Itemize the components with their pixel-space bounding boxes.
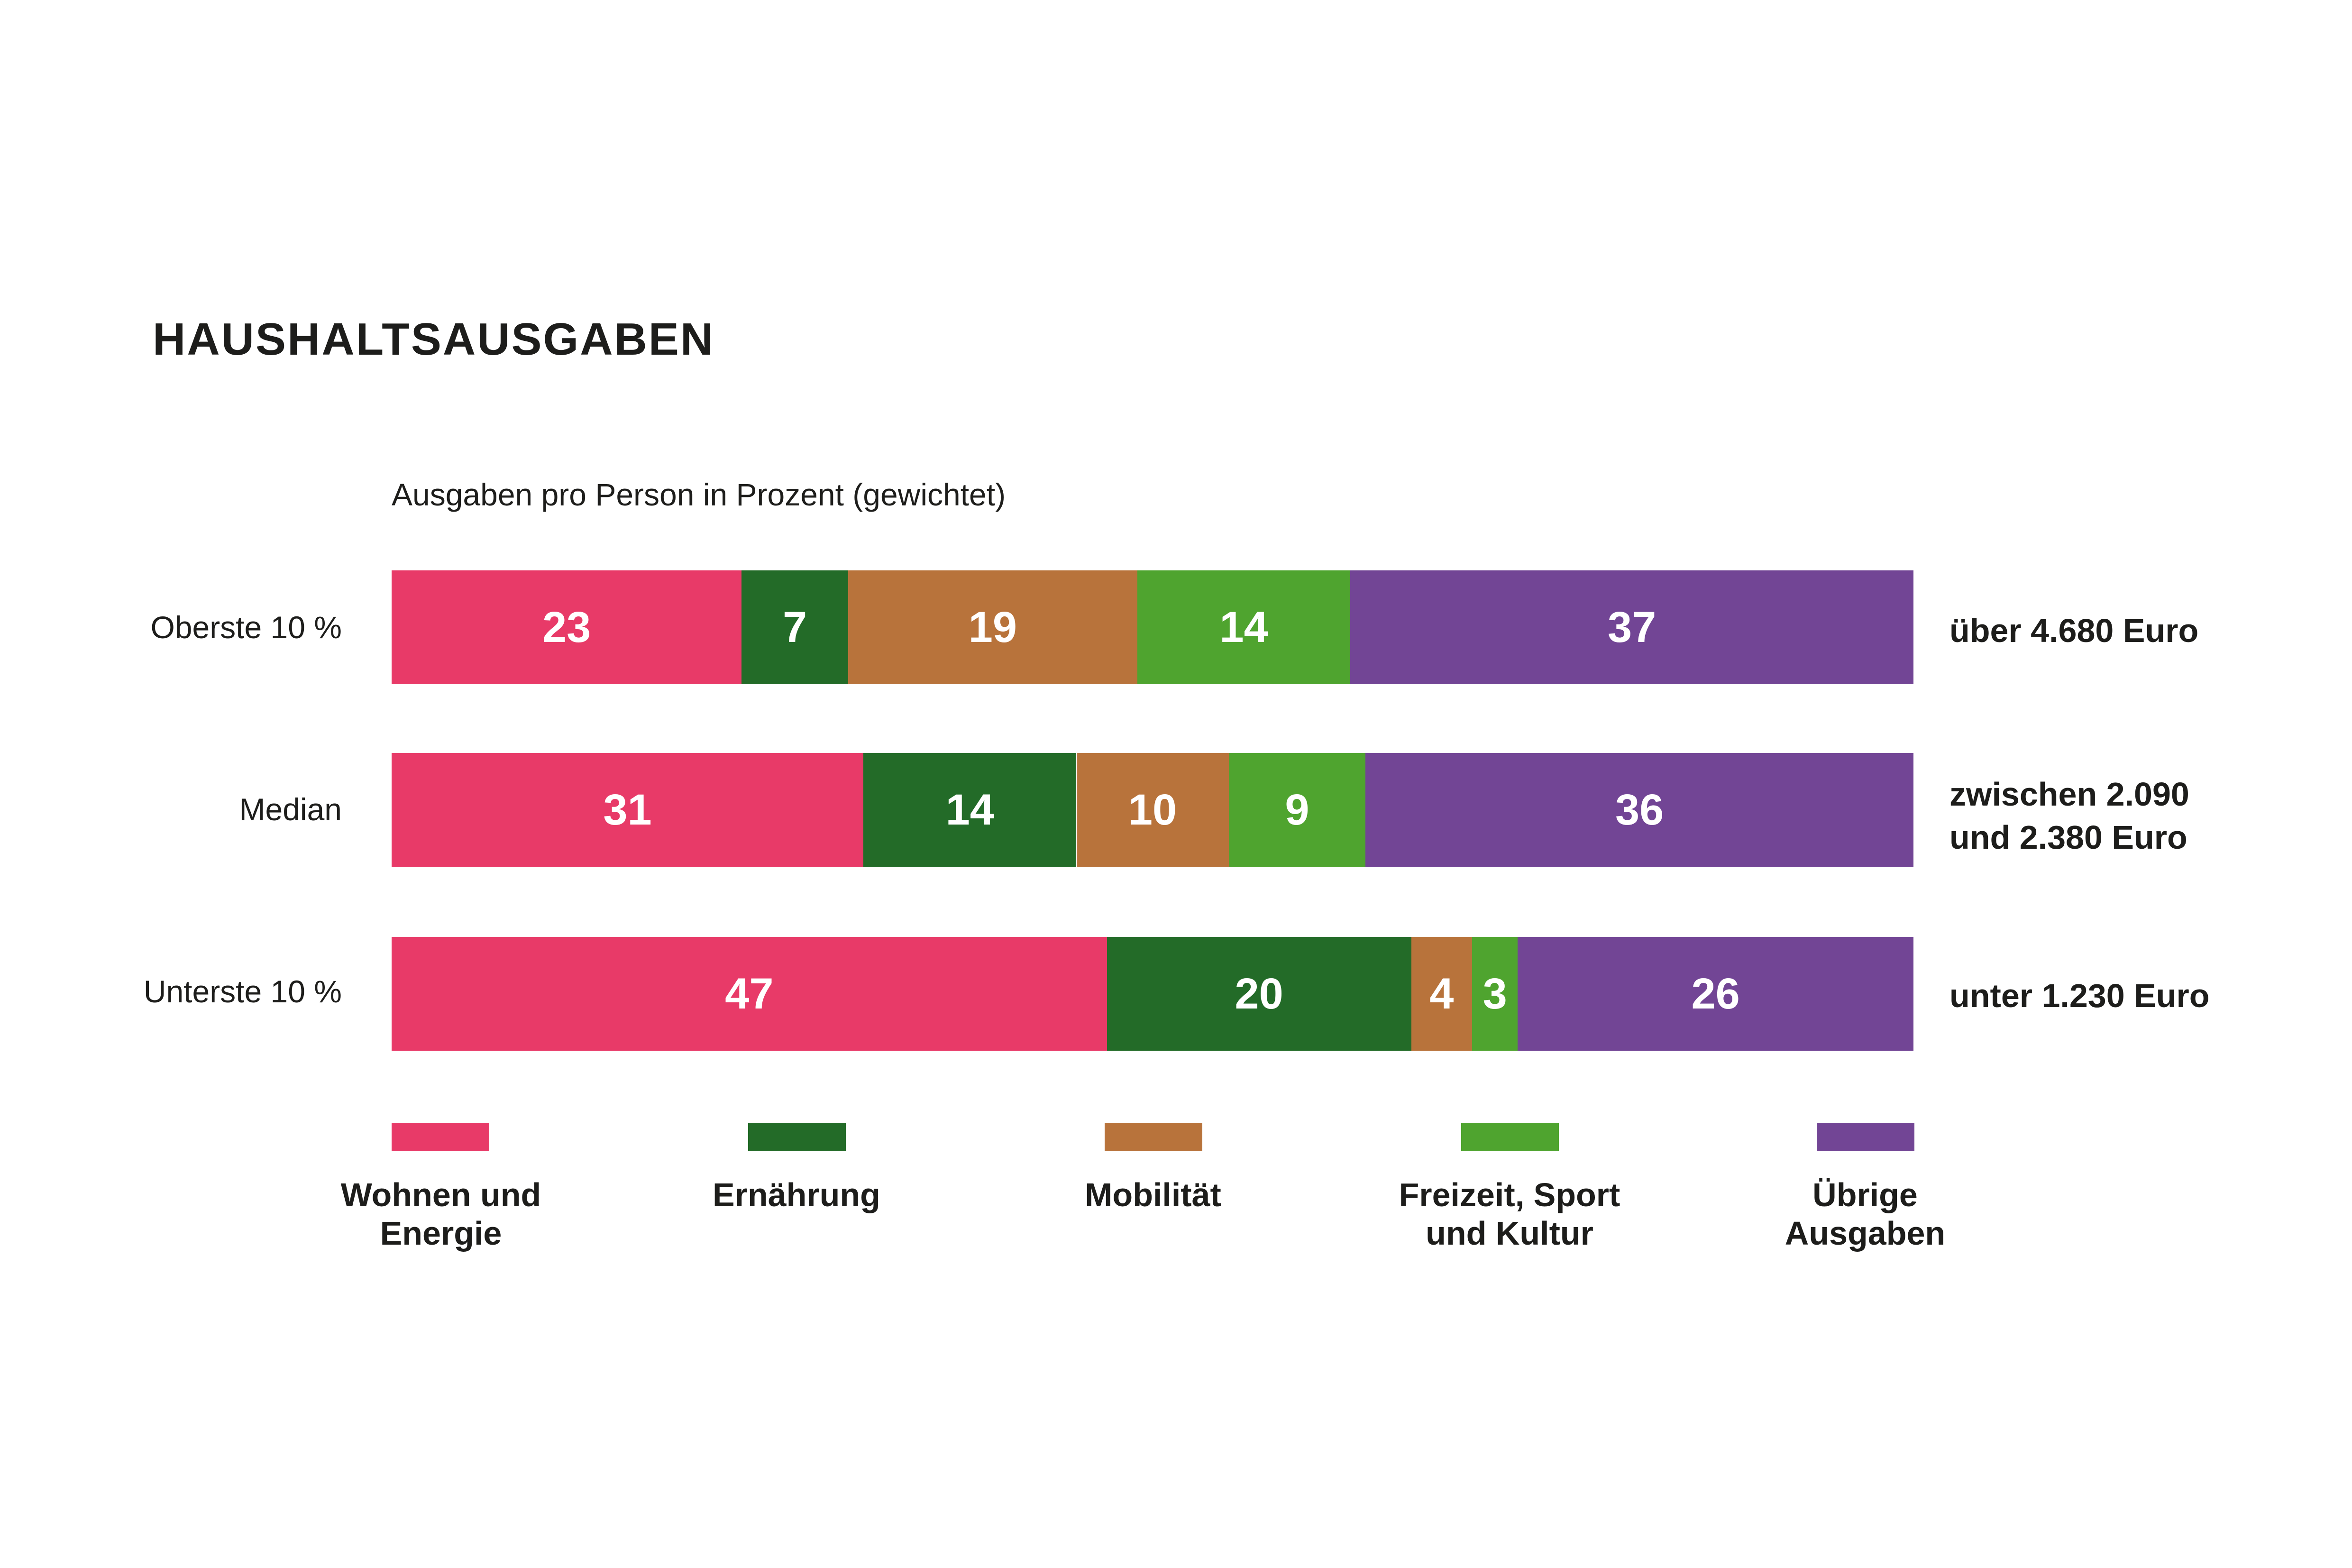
bar-segment: 31 bbox=[392, 753, 864, 867]
bar-segment: 14 bbox=[1137, 570, 1351, 684]
bar-segment: 36 bbox=[1365, 753, 1913, 867]
bar-segment: 10 bbox=[1076, 753, 1229, 867]
bar-segment: 20 bbox=[1107, 937, 1411, 1051]
bar-row: 47 20 4 3 26 bbox=[392, 937, 1913, 1051]
bar-segment: 3 bbox=[1472, 937, 1518, 1051]
bar-segment: 23 bbox=[392, 570, 742, 684]
bar-segment: 7 bbox=[741, 570, 848, 684]
chart-title: HAUSHALTSAUSGABEN bbox=[153, 314, 715, 365]
bar-segment: 9 bbox=[1228, 753, 1366, 867]
bar-segment: 19 bbox=[848, 570, 1137, 684]
legend-swatch bbox=[1105, 1123, 1202, 1151]
legend-swatch bbox=[748, 1123, 846, 1151]
income-label: zwischen 2.090 und 2.380 Euro bbox=[1949, 776, 2189, 856]
bar-segment: 47 bbox=[392, 937, 1107, 1051]
bar-segment: 37 bbox=[1350, 570, 1913, 684]
legend-label: Mobilität bbox=[1085, 1176, 1221, 1213]
income-label: über 4.680 Euro bbox=[1949, 612, 2199, 649]
chart-subtitle: Ausgaben pro Person in Prozent (gewichte… bbox=[392, 477, 1006, 512]
legend-label: Wohnen und Energie bbox=[340, 1176, 541, 1252]
legend-swatch bbox=[392, 1123, 489, 1151]
bar-segment: 14 bbox=[863, 753, 1077, 867]
bar-segment: 26 bbox=[1518, 937, 1913, 1051]
legend-label: Ernährung bbox=[713, 1176, 880, 1213]
bar-segment: 4 bbox=[1411, 937, 1473, 1051]
income-label: unter 1.230 Euro bbox=[1949, 977, 2210, 1014]
row-label: Oberste 10 % bbox=[150, 610, 342, 645]
legend-label: Freizeit, Sport und Kultur bbox=[1399, 1176, 1620, 1252]
row-label: Median bbox=[239, 792, 342, 827]
row-label: Unterste 10 % bbox=[143, 974, 342, 1009]
bar-row: 31 14 10 9 36 bbox=[392, 753, 1913, 867]
legend-swatch bbox=[1461, 1123, 1559, 1151]
legend-swatch bbox=[1817, 1123, 1914, 1151]
legend-label: Übrige Ausgaben bbox=[1785, 1176, 1946, 1252]
bar-row: 23 7 19 14 37 bbox=[392, 570, 1913, 684]
